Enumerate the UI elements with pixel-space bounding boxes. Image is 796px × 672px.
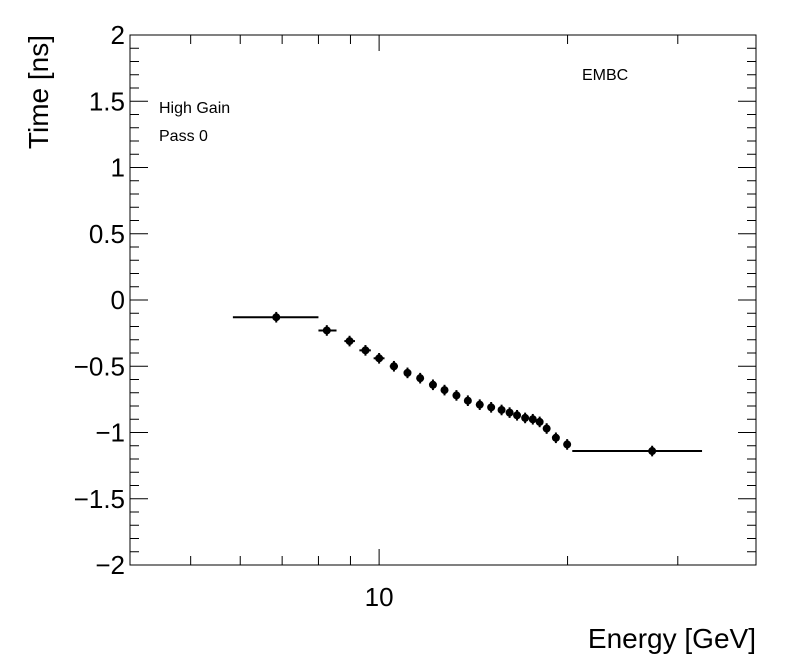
point-marker xyxy=(272,313,281,322)
axis-ticks xyxy=(129,34,757,566)
data-point xyxy=(572,445,703,457)
y-tick-label: −1.5 xyxy=(74,484,125,514)
data-points xyxy=(232,311,703,457)
x-tick-label: 10 xyxy=(365,582,394,612)
point-marker xyxy=(403,368,412,377)
y-tick-label: −0.5 xyxy=(74,351,125,381)
data-point xyxy=(542,423,551,434)
y-axis-title: Time [ns] xyxy=(23,35,54,149)
gain-label: High Gain xyxy=(159,100,230,117)
y-tick-label: 1.5 xyxy=(89,86,125,116)
data-point xyxy=(318,325,337,336)
point-marker xyxy=(513,411,522,420)
y-tick-label: 0.5 xyxy=(89,219,125,249)
point-marker xyxy=(497,405,506,414)
point-marker xyxy=(521,413,530,422)
data-point xyxy=(551,432,560,444)
data-point xyxy=(232,311,319,323)
x-axis-title: Energy [GeV] xyxy=(588,623,756,654)
data-point xyxy=(513,409,522,421)
point-marker xyxy=(463,396,472,405)
data-point xyxy=(403,367,412,379)
data-point xyxy=(440,384,449,396)
point-marker xyxy=(428,380,437,389)
point-marker xyxy=(440,386,449,395)
data-point xyxy=(428,379,437,391)
point-marker xyxy=(542,424,551,433)
y-tick-label: 1 xyxy=(111,153,125,183)
data-point xyxy=(373,353,385,364)
data-point xyxy=(563,439,572,450)
point-marker xyxy=(563,440,572,449)
data-point xyxy=(389,360,399,372)
y-tick-label: −2 xyxy=(95,550,125,580)
point-marker xyxy=(452,391,461,400)
data-point xyxy=(475,399,484,410)
point-marker xyxy=(322,326,331,335)
data-point xyxy=(497,404,506,416)
data-point xyxy=(487,402,496,413)
point-marker xyxy=(551,433,560,442)
point-marker xyxy=(389,362,398,371)
point-marker xyxy=(648,447,657,456)
point-marker xyxy=(375,354,384,363)
pass-label: Pass 0 xyxy=(159,128,208,145)
y-tick-labels: 2 1.5 1 0.5 0 −0.5 −1 −1.5 −2 xyxy=(74,20,125,580)
point-marker xyxy=(361,346,370,355)
data-point xyxy=(528,413,537,425)
y-tick-label: 2 xyxy=(111,20,125,50)
detector-label: EMBC xyxy=(582,67,628,84)
data-point xyxy=(521,412,530,424)
point-marker xyxy=(345,337,354,346)
point-marker xyxy=(528,415,537,424)
point-marker xyxy=(505,408,514,417)
data-point xyxy=(416,372,425,384)
y-tick-label: 0 xyxy=(111,285,125,315)
data-point xyxy=(344,335,355,347)
x-tick-labels: 10 xyxy=(365,582,394,612)
data-point xyxy=(535,416,544,428)
data-point xyxy=(505,407,514,418)
point-marker xyxy=(475,400,484,409)
data-point xyxy=(463,395,472,406)
point-marker xyxy=(487,403,496,412)
point-marker xyxy=(416,374,425,383)
data-point xyxy=(452,390,461,401)
y-tick-label: −1 xyxy=(95,418,125,448)
data-point xyxy=(359,345,371,356)
point-marker xyxy=(535,417,544,426)
